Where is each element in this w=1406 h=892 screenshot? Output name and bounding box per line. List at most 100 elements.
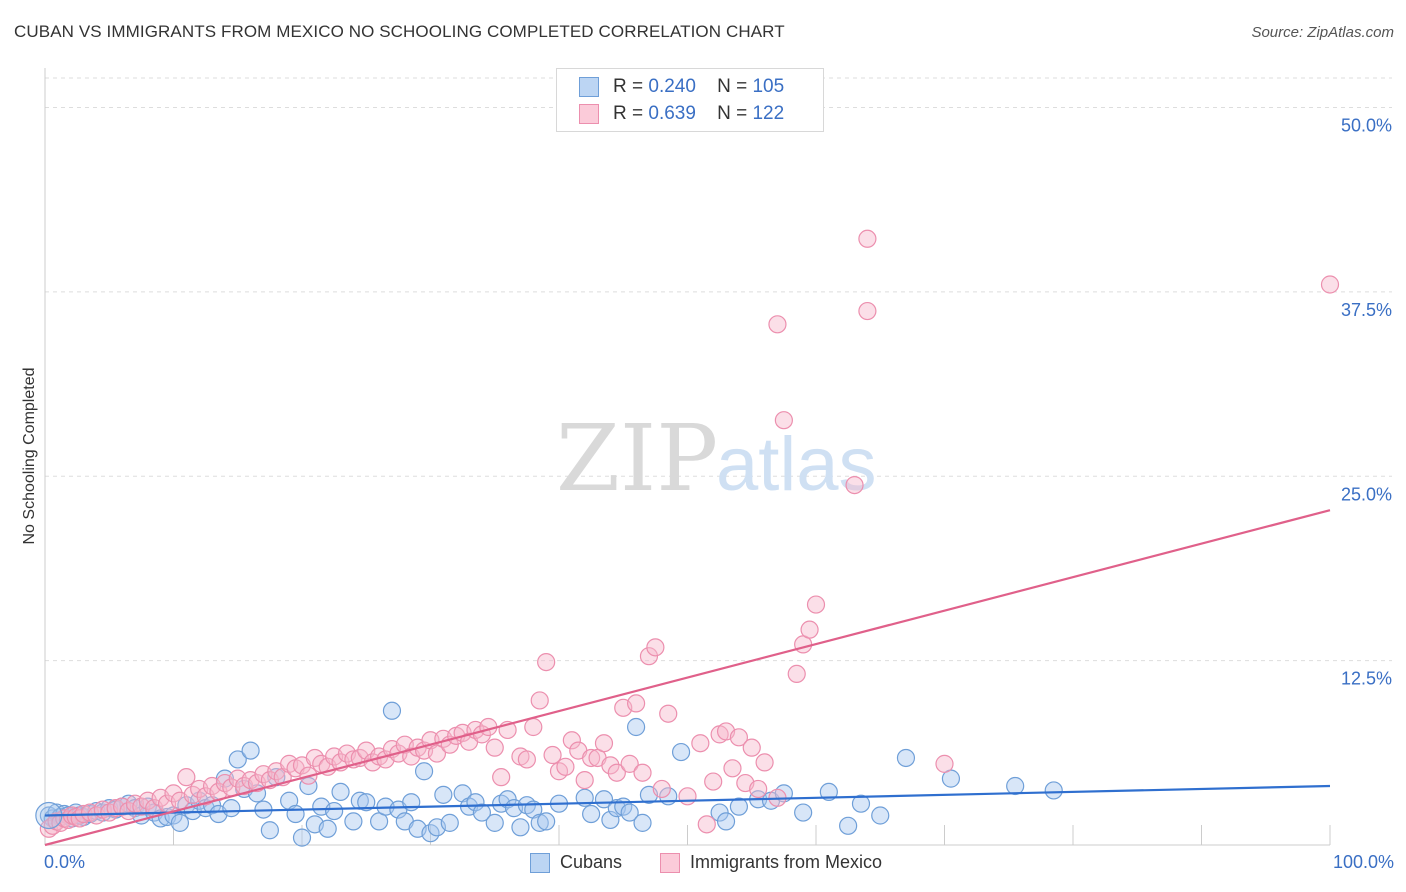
mexico-point xyxy=(543,745,562,765)
legend-n-value: 105 xyxy=(752,76,785,97)
mexico-point xyxy=(729,728,749,747)
mexico-point xyxy=(517,750,536,769)
mexico-point xyxy=(678,787,697,806)
legend-item-mexico: Immigrants from Mexico xyxy=(660,852,882,873)
mexico-point xyxy=(704,772,723,791)
legend-r-label: R = xyxy=(613,76,644,97)
series-legend: Cubans Immigrants from Mexico xyxy=(0,852,1406,878)
mexico-legend-swatch xyxy=(660,852,680,873)
mexico-point xyxy=(1320,275,1340,294)
mexico-trend-line xyxy=(44,509,1331,847)
cubans-point xyxy=(241,741,260,760)
mexico-point xyxy=(485,738,504,757)
mexico-point xyxy=(755,753,774,772)
legend-n-label: N = xyxy=(717,103,748,124)
legend-r-value: 0.240 xyxy=(648,76,696,97)
cubans-point xyxy=(794,803,813,822)
cubans-point xyxy=(530,813,549,832)
cubans-point xyxy=(601,810,620,830)
cubans-point xyxy=(382,701,402,720)
mexico-point xyxy=(601,756,620,775)
y-tick-label: 37.5% xyxy=(1341,300,1392,320)
mexico-point xyxy=(806,595,826,614)
x-tick-min: 0.0% xyxy=(44,852,86,872)
cubans-point xyxy=(839,816,858,835)
mexico-point xyxy=(562,731,581,750)
mexico-point xyxy=(858,229,877,248)
mexico-point xyxy=(530,691,549,710)
cubans-point xyxy=(292,828,312,847)
mexico-point xyxy=(691,734,710,753)
cubans-point xyxy=(414,762,434,781)
legend-label-mexico: Immigrants from Mexico xyxy=(690,852,883,872)
cubans-point xyxy=(170,813,190,832)
mexico-point xyxy=(582,748,601,768)
mexico-point xyxy=(742,738,761,757)
cubans-legend-swatch xyxy=(530,852,550,873)
mexico-point xyxy=(620,754,639,773)
mexico-point xyxy=(646,638,665,657)
cubans-point xyxy=(671,742,691,762)
cubans-point xyxy=(1006,776,1025,796)
mexico-point xyxy=(697,815,716,834)
cubans-point xyxy=(286,804,305,824)
cubans-point xyxy=(331,782,350,802)
watermark-atlas: atlas xyxy=(716,422,877,507)
cubans-point xyxy=(1044,781,1063,800)
cubans-point xyxy=(222,799,241,818)
points-layer xyxy=(35,229,1340,847)
legend-r-label: R = xyxy=(613,103,644,124)
legend-item-cubans: Cubans xyxy=(530,852,622,873)
mexico-point xyxy=(164,784,183,803)
cubans-point xyxy=(434,785,453,804)
cubans-point xyxy=(357,793,376,812)
cubans-point xyxy=(318,819,337,838)
mexico-point xyxy=(633,763,652,782)
mexico-point xyxy=(556,757,575,776)
cubans-point xyxy=(582,804,601,824)
y-tick-label: 12.5% xyxy=(1341,669,1392,689)
trend-layer xyxy=(44,509,1331,847)
mexico-point xyxy=(594,734,614,753)
cubans-point xyxy=(228,750,247,769)
cubans-point xyxy=(537,812,556,831)
cubans-point xyxy=(260,821,279,840)
x-tick-max: 100.0% xyxy=(1332,852,1394,872)
legend-n-value: 122 xyxy=(752,103,785,124)
mexico-point xyxy=(749,779,768,799)
mexico-point xyxy=(607,763,626,782)
y-tick-label: 25.0% xyxy=(1341,484,1392,504)
cubans-point xyxy=(620,803,639,822)
legend-n-label: N = xyxy=(717,76,748,97)
mexico-point xyxy=(858,301,877,321)
watermark: ZIP atlas xyxy=(556,405,877,512)
stats-legend: R = 0.240 N = 105 R = 0.639 N = 122 xyxy=(556,68,824,132)
cubans-point xyxy=(472,803,491,822)
mexico-point xyxy=(626,694,646,713)
mexico-point xyxy=(537,652,556,672)
cubans-point xyxy=(511,818,530,837)
cubans-point xyxy=(896,748,916,768)
mexico-swatch xyxy=(579,104,599,124)
mexico-point xyxy=(492,768,511,787)
mexico-point xyxy=(935,754,954,773)
source-label: Source: ZipAtlas.com xyxy=(1251,24,1394,41)
cubans-point xyxy=(440,813,459,832)
mexico-point xyxy=(652,779,671,799)
mexico-point xyxy=(774,411,793,430)
cubans-point xyxy=(626,717,646,737)
y-tick-labels: 12.5% 25.0% 37.5% 50.0% xyxy=(1341,116,1392,689)
cubans-point xyxy=(299,776,318,796)
axis-layer xyxy=(44,68,1331,846)
mexico-point xyxy=(177,768,196,787)
chart-title: CUBAN VS IMMIGRANTS FROM MEXICO NO SCHOO… xyxy=(14,22,785,41)
legend-r-value: 0.639 xyxy=(648,103,696,124)
cubans-point xyxy=(729,797,749,816)
cubans-point xyxy=(325,801,344,821)
y-tick-label: 50.0% xyxy=(1341,116,1392,136)
cubans-point xyxy=(819,782,838,802)
mexico-point xyxy=(787,664,806,684)
cubans-point xyxy=(633,813,652,832)
mexico-point xyxy=(723,759,742,778)
